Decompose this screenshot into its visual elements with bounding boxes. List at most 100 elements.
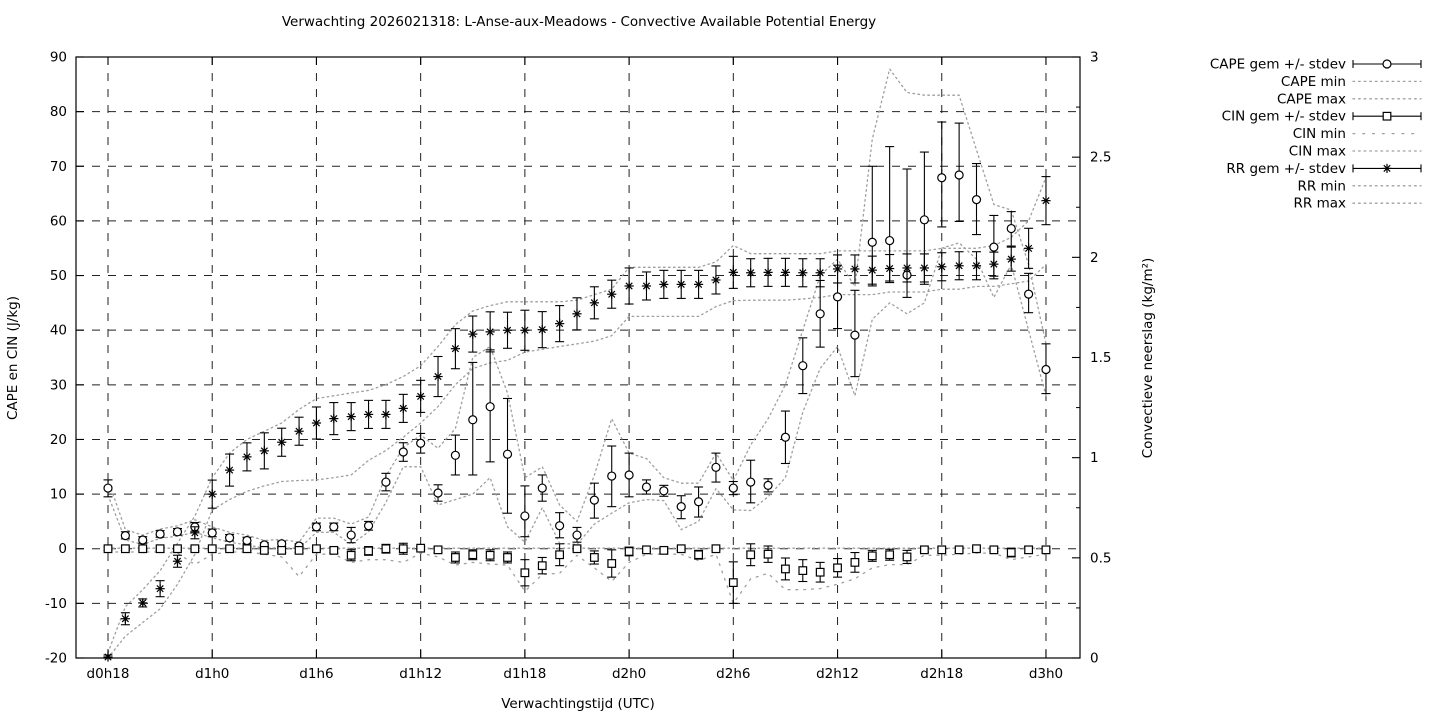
legend-item-rr-max: RR max — [1294, 196, 1422, 212]
cape-marker — [989, 242, 999, 252]
cape-marker — [468, 415, 478, 425]
cape-marker — [815, 309, 825, 319]
cin-marker — [155, 544, 165, 554]
x-tick-label: d2h6 — [716, 666, 750, 682]
rr-series — [103, 176, 1051, 659]
cape-marker — [572, 530, 582, 540]
cin-marker — [173, 544, 182, 554]
legend-label: RR min — [1297, 178, 1346, 194]
cin-marker — [259, 545, 269, 555]
rr-marker — [277, 437, 287, 447]
cape-marker — [502, 449, 513, 459]
rr-max-line — [107, 176, 1047, 654]
cin-marker — [120, 544, 130, 554]
cin-marker — [207, 544, 217, 554]
cin-marker — [1006, 548, 1016, 557]
cin-marker — [989, 545, 999, 555]
cape-marker — [971, 195, 982, 205]
rr-marker — [676, 279, 686, 289]
rr-marker — [971, 261, 982, 271]
cape-marker — [937, 173, 947, 183]
cin-marker — [1024, 545, 1034, 555]
cape-marker — [659, 486, 669, 496]
cin-marker — [485, 550, 495, 560]
y1-tick-label: 0 — [58, 541, 67, 557]
rr-marker — [937, 262, 947, 272]
cape-marker — [207, 528, 217, 538]
rr-marker — [902, 263, 912, 273]
y2-tick-label: 2.5 — [1090, 150, 1111, 166]
rr-marker — [763, 267, 773, 277]
rr-marker — [555, 319, 565, 329]
rr-marker — [850, 264, 860, 274]
cape-marker — [711, 462, 721, 472]
cape-marker — [798, 361, 808, 371]
cape-marker — [398, 447, 408, 457]
rr-marker — [433, 371, 443, 382]
legend-label: CIN gem +/- stdev — [1222, 109, 1346, 125]
rr-marker — [346, 411, 356, 422]
rr-marker — [485, 327, 495, 337]
rr-marker — [155, 584, 165, 594]
cin-marker — [850, 557, 860, 567]
rr-marker — [746, 268, 756, 278]
cin-marker — [294, 545, 304, 555]
cin-marker — [381, 544, 391, 554]
legend-item-cape-min: CAPE min — [1281, 74, 1422, 90]
y1-tick-label: 70 — [50, 159, 67, 175]
cin-marker — [763, 549, 773, 559]
cin-marker — [138, 544, 148, 554]
rr-marker — [728, 267, 738, 277]
cin-marker — [781, 564, 790, 574]
cape-marker — [589, 495, 599, 505]
y1-tick-label: 90 — [50, 50, 67, 66]
cape-marker — [624, 470, 634, 480]
rr-marker — [919, 263, 929, 273]
cin-marker — [277, 545, 287, 555]
legend-label: CAPE gem +/- stdev — [1210, 57, 1346, 73]
cin-marker — [416, 543, 426, 553]
rr-marker — [798, 268, 808, 278]
cin-marker — [103, 544, 113, 554]
cape-marker — [919, 215, 929, 225]
rr-marker — [780, 267, 791, 277]
legend-label: CIN min — [1293, 126, 1346, 142]
rr-min-line — [107, 263, 1047, 659]
rr-marker — [693, 279, 704, 289]
cin-marker — [954, 545, 964, 555]
y1-tick-label: 20 — [50, 432, 67, 448]
cape-marker — [537, 483, 547, 493]
cape-marker — [329, 522, 339, 532]
cape-marker — [728, 483, 738, 493]
cape-marker — [607, 471, 617, 481]
rr-max-line — [107, 176, 1047, 654]
cape-marker — [103, 483, 113, 493]
rr-marker — [537, 325, 547, 335]
legend-item-cin-min: CIN min — [1293, 126, 1422, 142]
cape-marker — [416, 438, 426, 448]
cape-marker — [763, 480, 773, 490]
cin-marker — [728, 578, 738, 588]
legend-item-cin-max: CIN max — [1289, 144, 1422, 160]
rr-marker — [572, 309, 582, 319]
cape-marker — [242, 535, 252, 546]
legend-label: CAPE min — [1281, 74, 1346, 90]
legend-item-rr-min: RR min — [1297, 178, 1422, 194]
rr-marker — [190, 528, 200, 538]
cin-marker — [555, 550, 565, 560]
cape-marker — [555, 521, 565, 531]
rr-marker — [450, 344, 460, 354]
cape-marker — [867, 237, 877, 247]
plot-generated: -20 -10 0 10 20 30 40 50 60 70 80 90 0 0.5 1 1.5 2 2.5 3 d0… — [45, 50, 1422, 682]
y2-tick-label: 1.5 — [1090, 350, 1111, 366]
rr-marker — [468, 329, 478, 339]
cape-marker — [138, 535, 148, 545]
rr-marker — [311, 418, 322, 428]
rr-marker — [416, 391, 426, 401]
cin-marker — [607, 559, 617, 568]
y2-tick-label: 0.5 — [1090, 550, 1111, 566]
cin-marker — [711, 544, 721, 554]
legend-star-marker — [1382, 163, 1392, 173]
